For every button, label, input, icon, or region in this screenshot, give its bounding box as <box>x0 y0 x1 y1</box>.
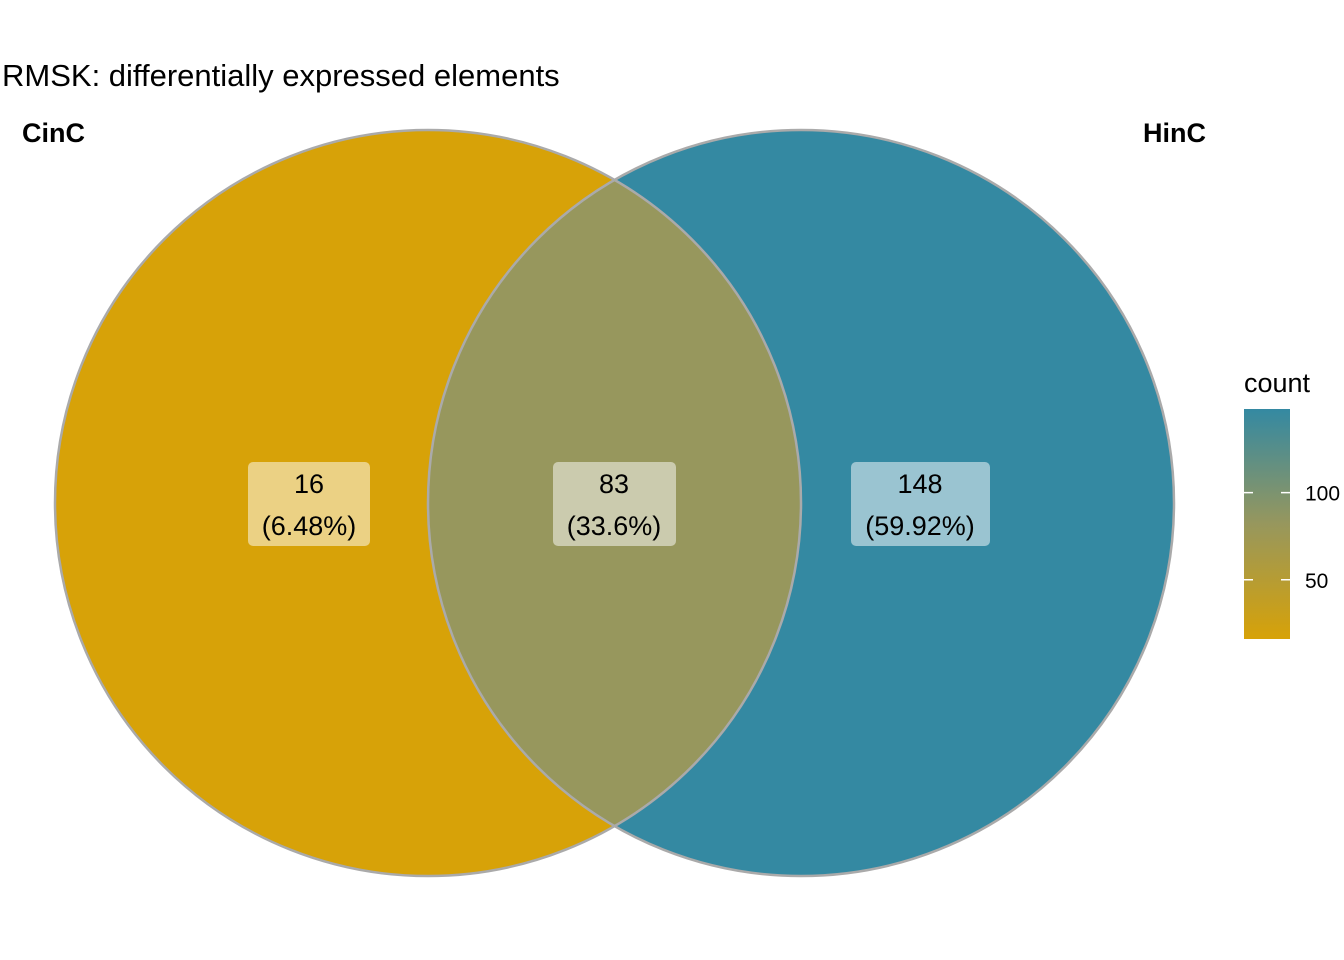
legend-tick-label: 50 <box>1305 570 1328 593</box>
region-label-box <box>553 462 676 546</box>
circle-outline-cinc <box>53 128 803 878</box>
legend-colorbar <box>1244 409 1290 639</box>
legend-title: count <box>1244 368 1311 398</box>
region-label-cinc-only: 16 (6.48%) <box>248 462 370 546</box>
region-count: 148 <box>897 469 942 499</box>
region-percent: (6.48%) <box>262 511 357 541</box>
region-count: 83 <box>599 469 629 499</box>
region-percent: (59.92%) <box>865 511 975 541</box>
legend: count 50 100 <box>1244 368 1340 639</box>
region-label-intersection: 83 (33.6%) <box>553 462 676 546</box>
legend-tick-label: 100 <box>1305 483 1340 506</box>
region-count: 16 <box>294 469 324 499</box>
legend-ticks: 50 100 <box>1244 483 1340 593</box>
set-intersection <box>428 130 801 876</box>
chart-title: RMSK: differentially expressed elements <box>2 58 560 93</box>
set-label-cinc: CinC <box>22 118 85 148</box>
region-percent: (33.6%) <box>567 511 662 541</box>
set-label-hinc: HinC <box>1143 118 1206 148</box>
region-label-box <box>248 462 370 546</box>
region-label-box <box>851 462 990 546</box>
circle-outline-hinc <box>426 128 1176 878</box>
region-label-hinc-only: 148 (59.92%) <box>851 462 990 546</box>
